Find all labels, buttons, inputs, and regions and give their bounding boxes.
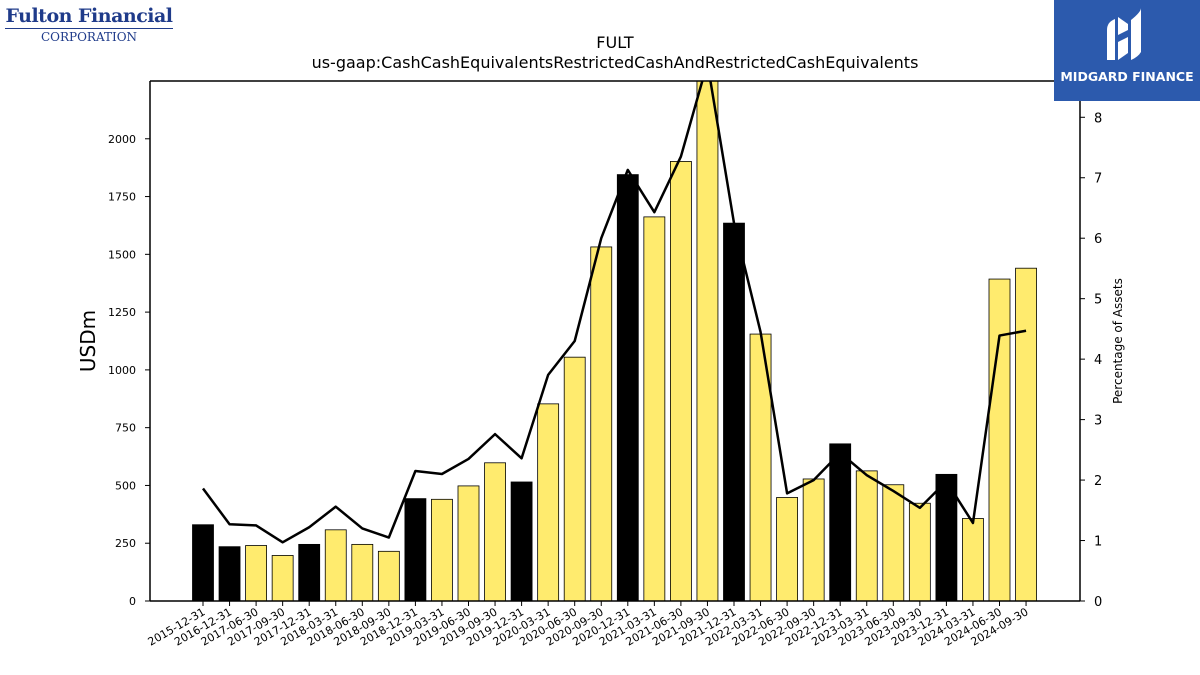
bar — [935, 473, 958, 601]
midgard-emblem-icon — [1107, 8, 1141, 60]
bar-series — [192, 81, 1037, 601]
bar — [670, 161, 692, 601]
y-tick-label: 1500 — [108, 248, 136, 261]
y2-tick-label: 5 — [1094, 293, 1102, 308]
y-tick-label: 1750 — [108, 191, 136, 204]
y2-tick-label: 7 — [1094, 172, 1102, 187]
bar — [457, 485, 480, 601]
bar — [271, 555, 294, 601]
bar — [218, 546, 241, 601]
y-tick-label: 2000 — [108, 133, 136, 146]
bar — [324, 529, 347, 601]
bar — [563, 356, 586, 601]
percentage-line — [201, 81, 1027, 544]
y2-tick-label: 0 — [1094, 595, 1102, 610]
chart-subtitle: us-gaap:CashCashEquivalentsRestrictedCas… — [312, 53, 919, 72]
logo-subtitle: CORPORATION — [40, 30, 138, 44]
bar — [882, 484, 905, 601]
y-axis-label: USDm — [76, 310, 100, 372]
line-series — [201, 81, 1027, 544]
bar — [484, 462, 506, 601]
bar — [1015, 267, 1037, 601]
y2-tick-label: 2 — [1094, 474, 1102, 489]
y-tick-label: 250 — [115, 537, 136, 550]
y2-axis-label: Percentage of Assets — [1111, 278, 1125, 404]
bar — [351, 543, 374, 601]
chart-title: FULT — [596, 33, 634, 52]
bar — [431, 498, 453, 601]
bar — [829, 443, 852, 601]
bar — [643, 216, 666, 601]
bar — [776, 497, 798, 601]
bar — [988, 278, 1011, 601]
bar — [377, 550, 400, 601]
bar — [192, 524, 214, 601]
bar — [723, 222, 745, 601]
logo-name: Fulton Financial — [5, 5, 173, 29]
bar — [510, 481, 533, 601]
y-tick-label: 1000 — [108, 364, 136, 377]
bar — [802, 478, 825, 601]
bar — [537, 403, 560, 601]
bar — [696, 81, 719, 601]
bar — [616, 174, 639, 601]
y2-tick-label: 1 — [1094, 535, 1102, 550]
y-tick-label: 1250 — [108, 306, 136, 319]
y-tick-label: 750 — [115, 422, 136, 435]
logo-right-name: MIDGARD FINANCE — [1060, 69, 1194, 84]
y-tick-label: 500 — [115, 479, 136, 492]
bar — [404, 498, 427, 601]
bar — [908, 502, 931, 601]
bar — [855, 470, 878, 601]
bar — [298, 543, 321, 601]
bar — [590, 246, 613, 601]
bar — [962, 518, 984, 601]
y-tick-label: 0 — [129, 595, 136, 608]
fulton-financial-logo: Fulton Financial CORPORATION — [5, 4, 173, 48]
y2-tick-label: 3 — [1094, 414, 1102, 429]
y2-tick-label: 4 — [1094, 353, 1102, 368]
y2-tick-label: 6 — [1094, 232, 1102, 247]
midgard-finance-logo: MIDGARD FINANCE — [1054, 0, 1200, 101]
bar — [245, 545, 268, 601]
y2-tick-label: 8 — [1094, 111, 1102, 126]
